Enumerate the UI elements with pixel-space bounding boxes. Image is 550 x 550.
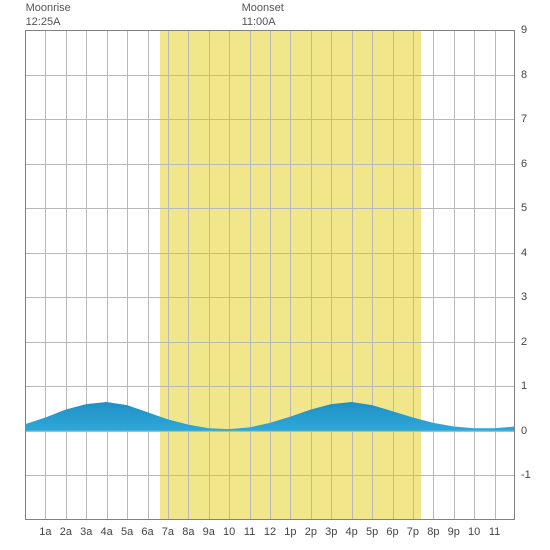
moonset-time: 11:00A: [242, 16, 284, 30]
x-tick-label: 10: [223, 526, 235, 538]
tide-chart: Moonrise 12:25A Moonset 11:00A -10123456…: [0, 0, 550, 550]
x-tick-label: 6p: [386, 526, 398, 538]
y-tick-label: -1: [521, 469, 539, 481]
x-tick-label: 6a: [141, 526, 153, 538]
x-tick-label: 8p: [427, 526, 439, 538]
y-tick-label: 3: [521, 291, 539, 303]
x-tick-label: 11: [489, 526, 500, 538]
x-tick-label: 7p: [407, 526, 419, 538]
y-tick-label: 5: [521, 202, 539, 214]
x-tick-label: 11: [244, 526, 255, 538]
x-tick-label: 4p: [346, 526, 358, 538]
y-tick-label: 7: [521, 113, 539, 125]
x-tick-label: 1p: [284, 526, 296, 538]
y-tick-label: 2: [521, 336, 539, 348]
x-tick-label: 7a: [162, 526, 174, 538]
x-tick-label: 5p: [366, 526, 378, 538]
y-tick-label: 4: [521, 247, 539, 259]
y-tick-label: 8: [521, 69, 539, 81]
x-tick-label: 9a: [203, 526, 215, 538]
x-tick-label: 2a: [60, 526, 72, 538]
x-tick-label: 12: [264, 526, 276, 538]
plot-area: [25, 30, 515, 520]
y-tick-label: 0: [521, 425, 539, 437]
moonrise-label: Moonrise: [26, 2, 71, 16]
x-tick-label: 3a: [80, 526, 92, 538]
x-tick-label: 3p: [325, 526, 337, 538]
x-tick-label: 9p: [448, 526, 460, 538]
x-tick-label: 4a: [101, 526, 113, 538]
x-tick-label: 2p: [305, 526, 317, 538]
y-tick-label: 9: [521, 24, 539, 36]
tide-area: [25, 30, 515, 520]
y-tick-label: 6: [521, 158, 539, 170]
x-tick-label: 10: [468, 526, 480, 538]
x-tick-label: 8a: [182, 526, 194, 538]
moonset-label: Moonset: [242, 2, 284, 16]
y-tick-label: 1: [521, 380, 539, 392]
moonset-annotation: Moonset 11:00A: [242, 2, 284, 30]
x-tick-label: 1a: [39, 526, 51, 538]
moonrise-time: 12:25A: [26, 16, 71, 30]
x-tick-label: 5a: [121, 526, 133, 538]
moonrise-annotation: Moonrise 12:25A: [26, 2, 71, 30]
